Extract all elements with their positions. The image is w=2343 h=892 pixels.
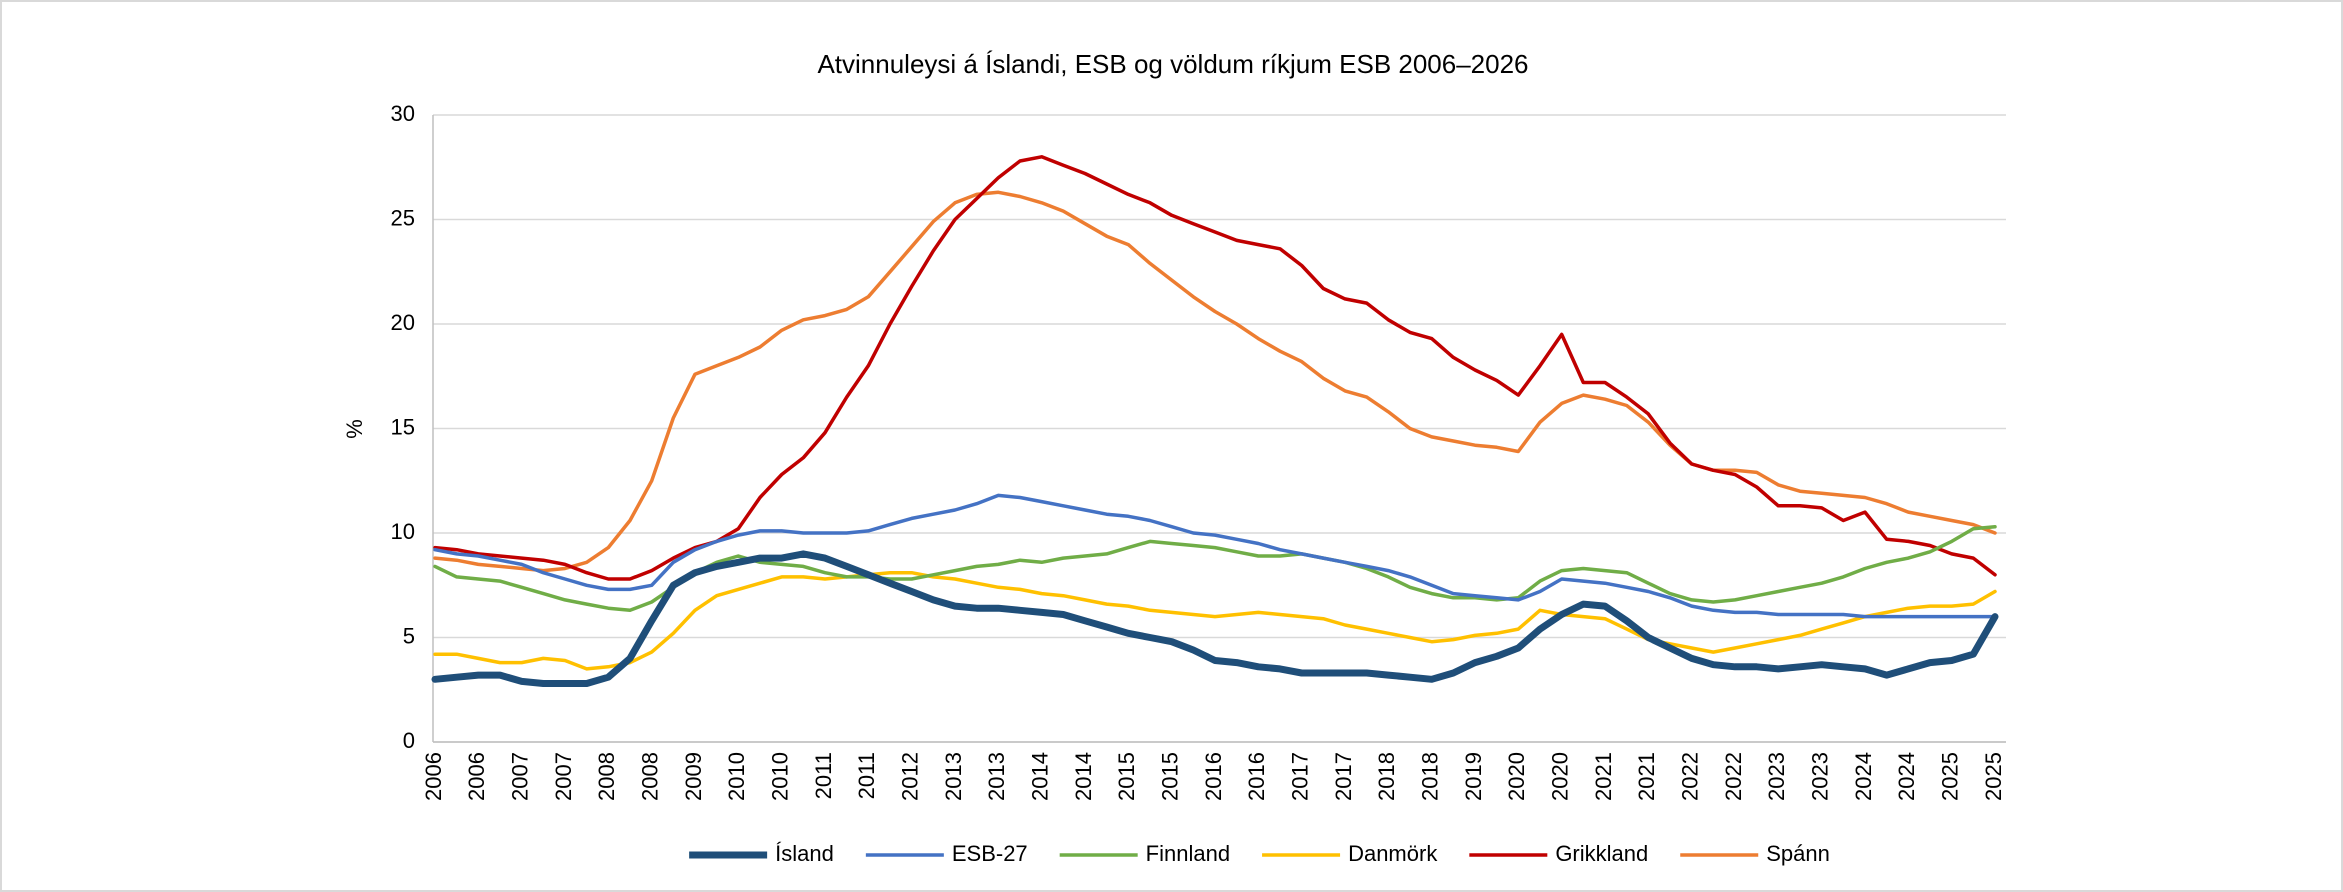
y-tick-label: 25 — [391, 205, 415, 230]
legend-label: Danmörk — [1348, 841, 1438, 866]
x-tick-label: 2009 — [681, 752, 706, 801]
x-tick-label: 2025 — [1937, 752, 1962, 801]
x-tick-label: 2013 — [941, 752, 966, 801]
x-tick-label: 2021 — [1591, 752, 1616, 801]
x-tick-label: 2016 — [1201, 752, 1226, 801]
y-tick-label: 5 — [403, 623, 415, 648]
x-tick-label: 2018 — [1374, 752, 1399, 801]
x-tick-label: 2011 — [811, 752, 836, 799]
chart-title: Atvinnuleysi á Íslandi, ESB og völdum rí… — [817, 49, 1528, 79]
x-tick-label: 2014 — [1027, 752, 1052, 801]
y-tick-label: 0 — [403, 728, 415, 753]
x-tick-label: 2007 — [551, 752, 576, 801]
x-tick-label: 2011 — [854, 752, 879, 799]
x-tick-label: 2008 — [637, 752, 662, 801]
x-tick-label: 2020 — [1547, 752, 1572, 801]
series-line — [433, 155, 1997, 581]
x-tick-label: 2019 — [1461, 752, 1486, 801]
x-tick-label: 2012 — [897, 752, 922, 801]
x-tick-label: 2025 — [1981, 752, 2006, 801]
x-tick-label: 2006 — [464, 752, 489, 801]
x-tick-label: 2023 — [1807, 752, 1832, 801]
series-line — [433, 493, 1997, 619]
legend-label: Finnland — [1146, 841, 1230, 866]
x-tick-label: 2017 — [1287, 752, 1312, 801]
y-tick-label: 20 — [391, 310, 415, 335]
y-tick-label: 10 — [391, 519, 415, 544]
x-tick-label: 2013 — [984, 752, 1009, 801]
y-tick-label: 30 — [391, 101, 415, 126]
x-tick-label: 2016 — [1244, 752, 1269, 801]
legend-label: Ísland — [775, 841, 834, 866]
y-tick-label: 15 — [391, 414, 415, 439]
x-tick-label: 2022 — [1677, 752, 1702, 801]
legend-label: Grikkland — [1555, 841, 1648, 866]
x-tick-label: 2018 — [1417, 752, 1442, 801]
x-tick-label: 2020 — [1504, 752, 1529, 801]
x-tick-label: 2024 — [1894, 752, 1919, 801]
y-axis-label: % — [342, 419, 367, 439]
x-tick-label: 2022 — [1721, 752, 1746, 801]
series-line — [431, 550, 1999, 687]
x-tick-label: 2008 — [594, 752, 619, 801]
x-tick-label: 2017 — [1331, 752, 1356, 801]
x-tick-label: 2021 — [1634, 752, 1659, 801]
x-tick-label: 2007 — [507, 752, 532, 801]
x-tick-label: 2023 — [1764, 752, 1789, 801]
x-tick-label: 2015 — [1157, 752, 1182, 801]
x-tick-label: 2010 — [767, 752, 792, 801]
legend-label: Spánn — [1766, 841, 1830, 866]
series-line — [433, 570, 1997, 671]
x-tick-label: 2010 — [724, 752, 749, 801]
legend: Ísland ESB-27 Finnland Danmörk Grikkland Spán… — [689, 841, 1830, 866]
x-tick-label: 2006 — [421, 752, 446, 801]
legend-label: ESB-27 — [952, 841, 1028, 866]
x-tick-label: 2024 — [1851, 752, 1876, 801]
x-tick-label: 2014 — [1071, 752, 1096, 801]
x-tick-label: 2015 — [1114, 752, 1139, 801]
series-line — [433, 190, 1997, 573]
